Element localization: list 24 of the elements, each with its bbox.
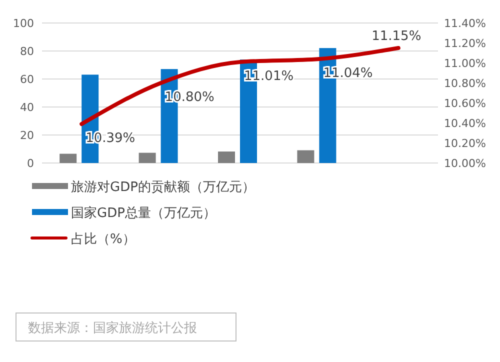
y2-tick-label: 10.60% [444,97,486,110]
bar [138,152,156,163]
y-tick-label: 60 [20,73,34,86]
bar [218,152,235,163]
y2-tick-label: 10.80% [444,77,486,90]
y-tick-label: 40 [20,101,34,114]
y2-tick-label: 10.00% [444,157,486,170]
y2-tick-label: 10.20% [444,137,486,150]
y-tick-label: 100 [13,17,34,30]
legend-label: 占比（%） [71,232,136,247]
y2-tick-label: 11.20% [444,37,486,50]
line-series [80,46,400,126]
legend-label: 国家GDP总量（万亿元） [71,205,216,221]
source-note: 数据来源：国家旅游统计公报 [28,320,197,336]
data-label: 11.15% [372,29,422,44]
legend-label: 旅游对GDP的贡献额（万亿元） [71,180,255,195]
bar [60,154,77,163]
y-tick-label: 80 [20,45,34,58]
y-tick-label: 20 [20,129,34,142]
y-tick-label: 0 [27,157,34,170]
bar [297,150,314,163]
y2-tick-label: 11.00% [444,57,486,70]
y2-tick-label: 10.40% [444,117,486,130]
y2-tick-label: 11.40% [444,17,486,30]
